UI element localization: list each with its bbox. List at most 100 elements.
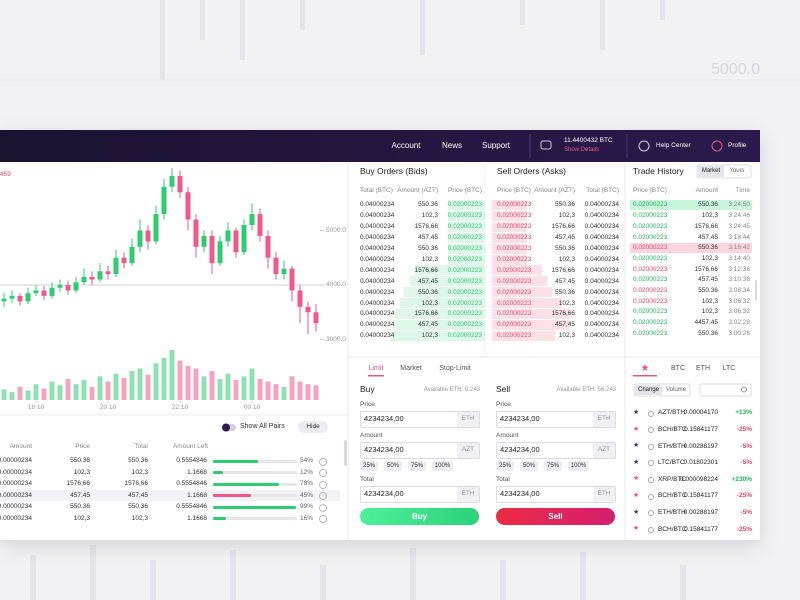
order-tab[interactable]: Market: [400, 365, 422, 373]
nav-link[interactable]: Account: [391, 141, 421, 151]
percent-button[interactable]: [408, 461, 426, 471]
order-tab[interactable]: Stop-Limit: [439, 365, 471, 373]
submit-label[interactable]: Buy: [411, 511, 428, 521]
order-total: 550.36: [128, 503, 148, 511]
submit-button[interactable]: [496, 508, 615, 525]
depth-bar: [403, 287, 485, 298]
book-total: 0.04000234: [584, 277, 619, 285]
book-title: Sell Orders (Asks): [497, 166, 566, 177]
depth-bar: [410, 276, 485, 287]
nav-link[interactable]: Support: [481, 141, 511, 151]
sort-volume[interactable]: Volume: [665, 386, 686, 393]
book-total: 0.04000234: [584, 310, 619, 318]
pair-price: 0.00004170: [683, 409, 718, 417]
profile-link[interactable]: Profile: [728, 142, 747, 150]
nav-link[interactable]: News: [441, 141, 462, 151]
pair-price: 0.00288197: [683, 442, 718, 450]
input-box[interactable]: [496, 442, 616, 459]
percent-button[interactable]: [360, 461, 378, 471]
depth-bar: [492, 221, 527, 232]
input-box[interactable]: [360, 442, 480, 459]
star-icon[interactable]: ★: [633, 475, 640, 483]
star-icon[interactable]: ★: [633, 409, 640, 416]
order-amount-left: 0.5554846: [176, 457, 207, 465]
book-amount: 550.36: [555, 245, 575, 253]
star-icon[interactable]: ★: [633, 525, 640, 533]
y-tick-label: 3000.0: [326, 335, 346, 343]
star-icon[interactable]: ★: [633, 458, 640, 466]
trade-price: 0.02000223: [633, 233, 668, 241]
sort-change[interactable]: Change: [637, 386, 660, 393]
progress-bar: [213, 517, 227, 520]
percent-button[interactable]: [520, 461, 538, 471]
percent-button[interactable]: [432, 461, 453, 471]
order-tab[interactable]: Limit: [368, 365, 384, 373]
cancel-icon[interactable]: [319, 480, 327, 489]
trade-price: 0.02000223: [633, 265, 668, 273]
market-tab[interactable]: ETH: [696, 365, 710, 373]
input-value: 4234234,00: [500, 488, 540, 498]
progress-bar: [213, 482, 279, 486]
trade-price: 0.02000223: [633, 329, 668, 337]
candle-body: [177, 175, 183, 193]
hide-button[interactable]: Hide: [306, 423, 320, 431]
candle-body: [169, 175, 175, 187]
book-amount: 550.36: [418, 201, 438, 209]
candle-body: [25, 293, 31, 302]
submit-button[interactable]: [360, 508, 479, 525]
input-box[interactable]: [360, 486, 480, 503]
submit-label[interactable]: Sell: [548, 511, 563, 521]
order-price: 102,3: [73, 514, 90, 522]
star-icon[interactable]: ★: [633, 492, 640, 499]
volume-bar: [105, 381, 111, 400]
cancel-icon[interactable]: [319, 492, 327, 500]
volume-bar: [225, 373, 231, 400]
candle-body: [193, 219, 199, 247]
book-total: 0.04000234: [360, 288, 395, 296]
column-header: Price (BTC): [448, 187, 482, 195]
percent-button[interactable]: [496, 461, 514, 471]
favorites-icon[interactable]: ★: [641, 363, 650, 374]
order-total: 102,3: [131, 514, 148, 522]
cancel-icon[interactable]: [319, 457, 327, 466]
order-amount-left: 0.5554846: [176, 503, 207, 511]
input-value: 4234234,00: [500, 413, 540, 423]
star-icon[interactable]: ★: [633, 508, 640, 516]
cancel-icon[interactable]: [319, 503, 327, 512]
coin-icon: [648, 427, 654, 434]
input-box[interactable]: [496, 411, 616, 428]
input-box[interactable]: [360, 411, 480, 428]
cancel-icon[interactable]: [319, 469, 327, 477]
show-details-link[interactable]: Show Details: [564, 146, 600, 153]
toggle-yours[interactable]: Yours: [729, 168, 745, 175]
order-amount: 0.00000234: [0, 480, 32, 488]
percent-button[interactable]: [384, 461, 402, 471]
order-amount-left: 1.1668: [187, 468, 207, 476]
book-total: 0.04000234: [584, 234, 619, 242]
star-icon[interactable]: ★: [633, 425, 640, 433]
trade-amount: 4457,45: [694, 319, 719, 327]
depth-bar: [492, 254, 527, 265]
book-amount: 457,45: [555, 321, 575, 329]
cancel-icon[interactable]: [319, 515, 327, 523]
help-center-link[interactable]: Help Center: [656, 142, 691, 150]
star-icon[interactable]: ★: [633, 442, 640, 450]
volume-bar: [57, 385, 63, 400]
candle-body: [161, 186, 167, 215]
percent-button[interactable]: [568, 461, 589, 471]
input-value: 4234234,00: [364, 488, 404, 498]
progress-bar: [213, 459, 259, 463]
candle-body: [273, 257, 279, 275]
market-tab[interactable]: BTC: [671, 365, 685, 373]
toggle-market[interactable]: Market: [701, 168, 721, 175]
coin-icon: [648, 410, 654, 417]
candle-body: [297, 290, 303, 307]
input-box[interactable]: [496, 486, 616, 503]
book-price: 0.02000223: [447, 234, 482, 242]
order-amount-left: 1.1668: [187, 514, 207, 522]
percent-button[interactable]: [544, 461, 562, 471]
pair-change: -25%: [736, 525, 752, 533]
show-all-pairs-toggle[interactable]: Show All Pairs: [240, 423, 285, 431]
market-tab[interactable]: LTC: [722, 365, 736, 373]
